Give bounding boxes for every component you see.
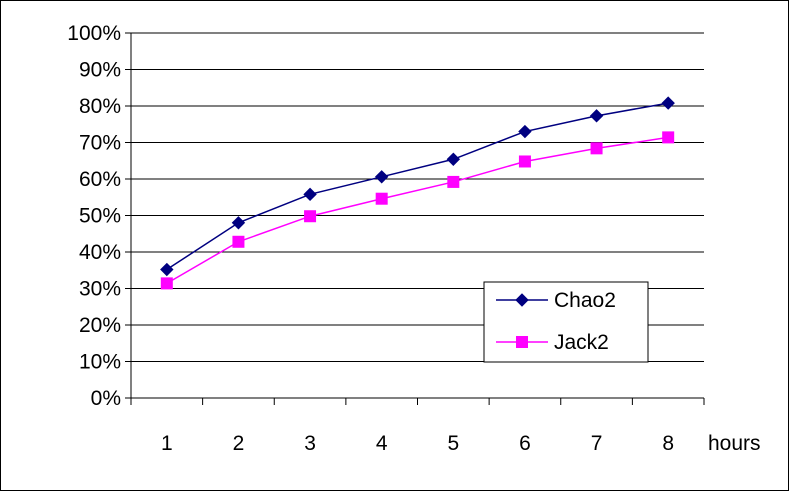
x-tick-label: 4 — [376, 432, 388, 455]
data-point — [304, 210, 317, 223]
data-point — [374, 170, 389, 184]
data-point — [589, 109, 604, 123]
y-tick-labels: 0% 10% 20% 30% 40% 50% 60% 70% 80% 90% 100% — [67, 22, 121, 410]
x-tick-label: 3 — [304, 432, 316, 455]
y-tick-label: 0% — [91, 387, 121, 410]
y-tick-label: 90% — [79, 59, 121, 82]
data-point — [160, 277, 173, 290]
data-point — [518, 155, 531, 168]
y-tick-label: 70% — [79, 132, 121, 155]
legend-item: Chao2 — [496, 289, 616, 312]
series-line — [166, 102, 669, 271]
x-tick-labels: 1 2 3 4 5 6 7 8 — [161, 432, 674, 455]
y-tick-label: 40% — [79, 241, 121, 264]
y-tick-label: 80% — [79, 95, 121, 118]
axes — [125, 32, 705, 405]
data-point — [231, 216, 246, 230]
x-tick-label: 6 — [519, 432, 531, 455]
legend-swatch-marker — [515, 293, 529, 307]
x-tick-label: 5 — [447, 432, 459, 455]
series-jack2 — [160, 131, 675, 290]
data-point — [447, 175, 460, 188]
y-tick-label: 50% — [79, 205, 121, 228]
data-point — [590, 142, 603, 155]
y-tick-label: 100% — [67, 22, 121, 45]
y-tick-label: 60% — [79, 168, 121, 191]
y-tick-label: 10% — [79, 351, 121, 374]
data-point — [303, 187, 317, 202]
legend-label: Chao2 — [554, 289, 616, 312]
series-chao2 — [160, 96, 675, 277]
data-point — [518, 124, 532, 139]
x-tick-label: 8 — [662, 432, 674, 455]
y-tick-label: 20% — [79, 314, 121, 337]
x-tick-label: 7 — [591, 432, 603, 455]
data-point — [661, 96, 675, 110]
legend-label: Jack2 — [554, 331, 609, 354]
x-axis-label: hours — [708, 432, 761, 455]
series-line — [166, 136, 669, 285]
y-tick-label: 30% — [79, 278, 121, 301]
legend: Chao2 Jack2 — [483, 281, 649, 363]
legend-box — [483, 281, 649, 363]
legend-swatch-marker — [516, 336, 528, 348]
data-point — [446, 152, 461, 166]
data-point — [160, 262, 174, 277]
data-point — [375, 192, 388, 205]
series — [160, 96, 675, 290]
data-point — [662, 131, 675, 144]
data-point — [232, 235, 245, 248]
x-tick-label: 2 — [233, 432, 245, 455]
x-tick-label: 1 — [161, 432, 173, 455]
legend-item: Jack2 — [496, 331, 609, 354]
